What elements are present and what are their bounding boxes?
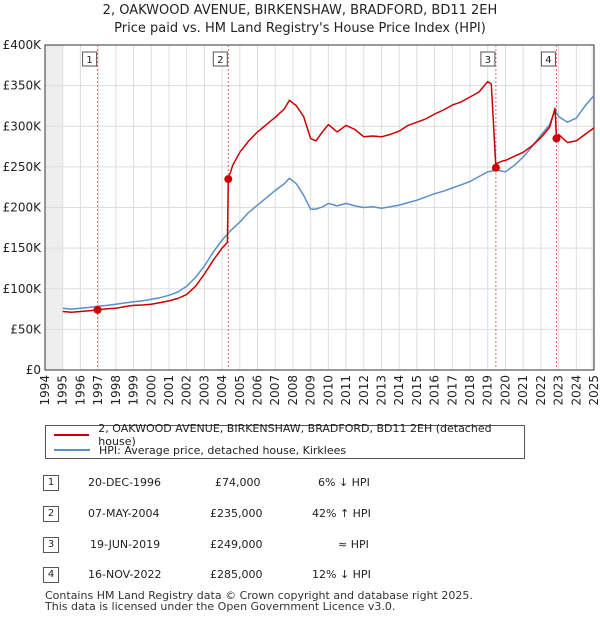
x-tick-label: 2001 <box>162 375 176 406</box>
legend-label-hpi: HPI: Average price, detached house, Kirk… <box>99 443 347 457</box>
x-tick-label: 2007 <box>268 375 282 406</box>
transaction-number-badge: 3 <box>43 537 59 553</box>
x-tick-label: 2010 <box>321 375 335 406</box>
plot-frame <box>44 44 595 371</box>
transaction-hpi-comparison: ≈ HPI <box>338 538 369 551</box>
x-tick-label: 1999 <box>127 375 141 406</box>
transaction-point <box>491 163 500 172</box>
legend-swatch-property <box>54 434 90 436</box>
x-tick-label: 2004 <box>215 375 229 406</box>
transaction-hpi-comparison: 12% ↓ HPI <box>312 568 371 581</box>
footer-licence: This data is licensed under the Open Gov… <box>45 600 396 613</box>
transaction-number-badge: 4 <box>43 567 59 583</box>
y-tick-label: £300K <box>3 119 43 133</box>
legend-swatch-hpi <box>54 449 90 451</box>
x-tick-label: 2011 <box>339 375 353 406</box>
x-tick-label: 2000 <box>144 375 158 406</box>
x-tick-label: 2014 <box>392 375 406 406</box>
transaction-number-badge: 2 <box>43 506 59 522</box>
transaction-number-badge: 1 <box>43 475 59 491</box>
property-price-line <box>62 80 595 314</box>
legend-entry-property: 2, OAKWOOD AVENUE, BIRKENSHAW, BRADFORD,… <box>54 422 524 448</box>
transaction-point <box>93 305 102 314</box>
transaction-date: 07-MAY-2004 <box>88 507 160 520</box>
hpi-line <box>62 94 595 310</box>
transaction-price: £249,000 <box>210 538 263 551</box>
chart-legend: 2, OAKWOOD AVENUE, BIRKENSHAW, BRADFORD,… <box>45 422 525 459</box>
marker-label-box <box>480 51 496 67</box>
marker-label: 1 <box>86 55 92 66</box>
x-tick-label: 2018 <box>463 375 477 406</box>
x-tick-label: 2025 <box>587 375 600 406</box>
x-tick-label: 1996 <box>73 375 87 406</box>
x-tick-label: 1998 <box>109 375 123 406</box>
y-tick-label: £250K <box>3 160 43 174</box>
marker-label-box <box>82 51 98 67</box>
marker-label: 3 <box>485 55 491 66</box>
transaction-hpi-comparison: 42% ↑ HPI <box>312 507 371 520</box>
x-tick-label: 2013 <box>374 375 388 406</box>
x-tick-label: 1994 <box>38 375 52 406</box>
y-tick-label: £50K <box>10 322 42 336</box>
marker-label-box <box>212 51 228 67</box>
transaction-price: £285,000 <box>210 568 263 581</box>
transaction-date: 16-NOV-2022 <box>88 568 162 581</box>
y-tick-label: £0 <box>26 363 41 377</box>
legend-entry-hpi: HPI: Average price, detached house, Kirk… <box>54 443 346 457</box>
y-tick-label: £400K <box>3 38 43 52</box>
x-tick-label: 2024 <box>569 375 583 406</box>
footer-copyright: Contains HM Land Registry data © Crown c… <box>45 589 473 602</box>
x-tick-label: 2006 <box>251 375 265 406</box>
transaction-date: 19-JUN-2019 <box>90 538 161 551</box>
x-tick-label: 2012 <box>357 375 371 406</box>
x-tick-label: 2022 <box>534 375 548 406</box>
x-tick-label: 2015 <box>410 375 424 406</box>
price-chart: £0 £50K £100K £150K £200K £250K £300K £350K £400… <box>3 38 600 406</box>
y-tick-label: £200K <box>3 201 43 215</box>
x-tick-label: 1995 <box>56 375 70 406</box>
transaction-price: £235,000 <box>210 507 263 520</box>
x-tick-label: 2009 <box>304 375 318 406</box>
chart-title-line1: 2, OAKWOOD AVENUE, BIRKENSHAW, BRADFORD,… <box>102 3 498 18</box>
marker-label-box <box>540 51 556 67</box>
chart-title-line2: Price paid vs. HM Land Registry's House … <box>114 21 486 36</box>
x-tick-label: 2020 <box>498 375 512 406</box>
transaction-point <box>552 134 561 143</box>
y-tick-label: £100K <box>3 282 43 296</box>
y-tick-label: £350K <box>3 79 43 93</box>
x-tick-label: 2017 <box>445 375 459 406</box>
x-tick-label: 1997 <box>91 375 105 406</box>
transaction-date: 20-DEC-1996 <box>88 476 162 489</box>
marker-label: 2 <box>217 55 223 66</box>
transaction-point <box>224 175 233 184</box>
transaction-hpi-comparison: 6% ↓ HPI <box>318 476 370 489</box>
x-tick-label: 2002 <box>180 375 194 406</box>
x-tick-label: 2019 <box>481 375 495 406</box>
x-tick-label: 2021 <box>516 375 530 406</box>
x-tick-label: 2008 <box>286 375 300 406</box>
y-tick-label: £150K <box>3 241 43 255</box>
x-tick-label: 2023 <box>552 375 566 406</box>
marker-label: 4 <box>545 55 551 66</box>
legend-label-property: 2, OAKWOOD AVENUE, BIRKENSHAW, BRADFORD,… <box>98 422 492 448</box>
x-tick-label: 2005 <box>233 375 247 406</box>
transaction-price: £74,000 <box>215 476 261 489</box>
x-tick-label: 2016 <box>428 375 442 406</box>
x-tick-label: 2003 <box>197 375 211 406</box>
